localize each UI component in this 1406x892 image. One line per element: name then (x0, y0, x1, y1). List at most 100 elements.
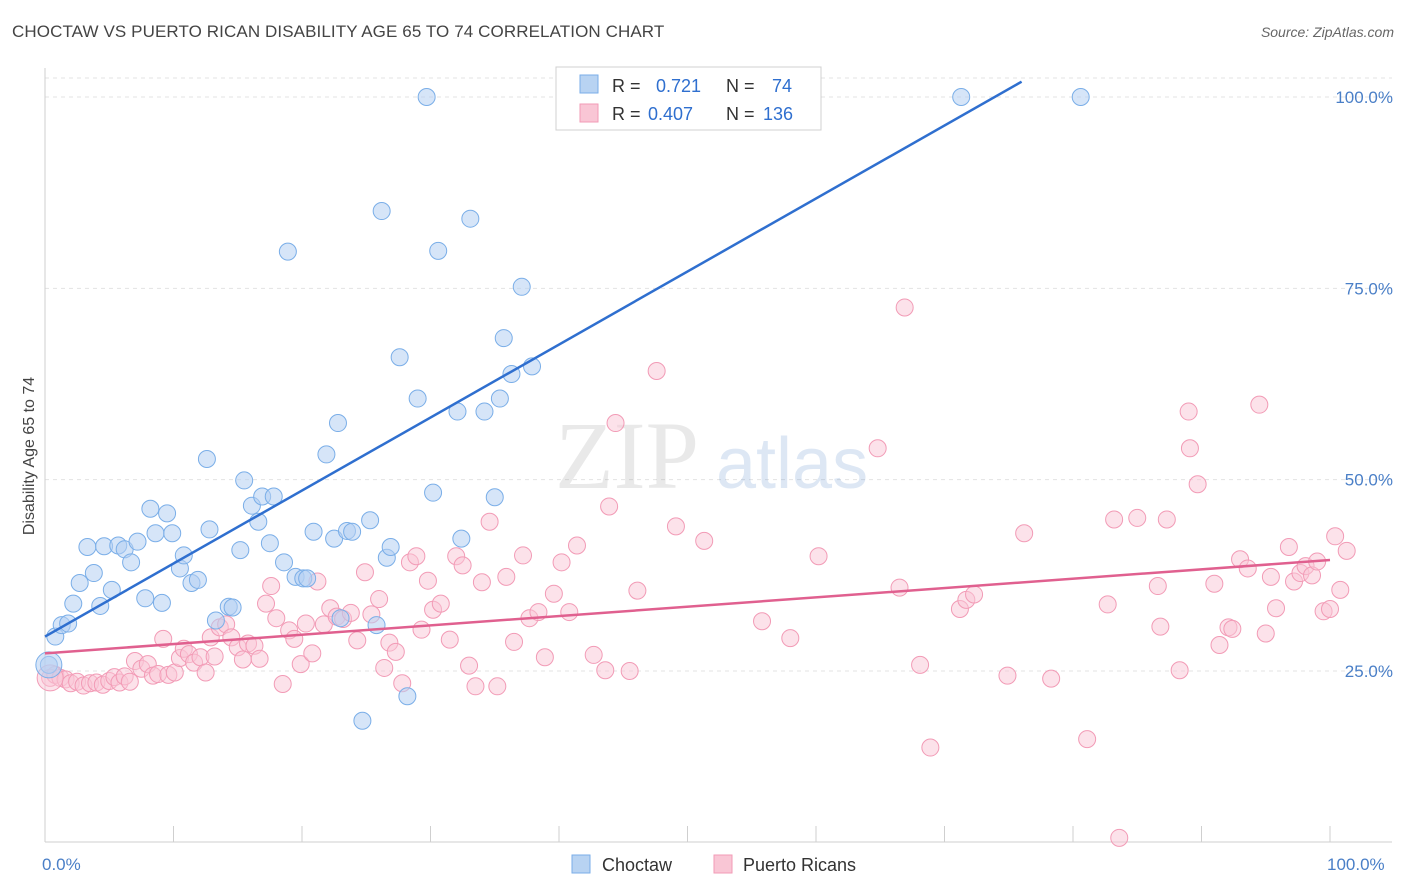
puerto-ricans-point (560, 603, 579, 622)
choctaw-point (485, 488, 504, 507)
choctaw-point (84, 564, 103, 583)
choctaw-point (390, 348, 409, 367)
legend-r-label: R = (612, 76, 641, 96)
legend-n-label: N = (726, 76, 755, 96)
puerto-ricans-point (998, 666, 1017, 685)
puerto-ricans-point (1267, 599, 1286, 618)
choctaw-point (200, 520, 219, 539)
choctaw-point (163, 524, 182, 543)
legend-r-label: R = (612, 104, 641, 124)
puerto-ricans-point (250, 649, 269, 668)
puerto-ricans-point (1337, 541, 1356, 560)
puerto-ricans-point (440, 630, 459, 649)
puerto-ricans-point (1098, 595, 1117, 614)
puerto-ricans-point (273, 675, 292, 694)
puerto-ricans-point (257, 594, 276, 613)
legend-n-value-puerto-ricans: 136 (763, 104, 793, 124)
choctaw-point (408, 389, 427, 408)
puerto-ricans-point (472, 573, 491, 592)
puerto-ricans-point (154, 629, 173, 648)
puerto-ricans-point (965, 585, 984, 604)
trend-lines (44, 80, 1331, 655)
choctaw-point (952, 88, 971, 106)
puerto-ricans-point (1110, 828, 1129, 847)
choctaw-point (278, 242, 297, 261)
choctaw-points (35, 84, 1090, 730)
puerto-ricans-point (1279, 538, 1298, 557)
puerto-ricans-point (370, 590, 389, 609)
bottom-legend-swatch-choctaw (571, 854, 591, 874)
y-tick-label: 50.0% (1345, 471, 1393, 490)
legend-n-label: N = (726, 104, 755, 124)
axes (44, 68, 1392, 843)
bottom-legend-label-puerto-ricans: Puerto Ricans (743, 855, 856, 875)
choctaw-point (64, 594, 83, 613)
puerto-ricans-point (431, 594, 450, 613)
puerto-ricans-point (488, 677, 507, 696)
choctaw-trend-line (44, 80, 1023, 638)
puerto-ricans-point (1105, 510, 1124, 529)
legend-swatch-choctaw (579, 74, 599, 94)
puerto-ricans-point (809, 547, 828, 566)
puerto-ricans-point (514, 546, 533, 565)
puerto-ricans-point (628, 581, 647, 600)
puerto-ricans-point (386, 642, 405, 661)
puerto-ricans-point (535, 648, 554, 667)
choctaw-point (275, 553, 294, 572)
choctaw-point (424, 483, 443, 502)
puerto-ricans-point (418, 571, 437, 590)
puerto-ricans-point (1148, 577, 1167, 596)
legend-r-value-puerto-ricans: 0.407 (648, 104, 693, 124)
choctaw-point (78, 538, 97, 557)
puerto-ricans-point (753, 612, 772, 631)
choctaw-point (328, 414, 347, 433)
puerto-ricans-point (1321, 600, 1339, 619)
puerto-ricans-point (1015, 524, 1034, 543)
bottom-legend: Choctaw Puerto Ricans (571, 854, 856, 875)
puerto-ricans-point (1256, 624, 1275, 643)
choctaw-point (353, 711, 372, 730)
puerto-ricans-point (695, 531, 714, 550)
puerto-ricans-point (375, 658, 394, 677)
puerto-ricans-point (497, 567, 516, 586)
choctaw-point (367, 616, 386, 635)
choctaw-point (317, 445, 336, 464)
choctaw-point (512, 277, 531, 296)
y-tick-label: 25.0% (1345, 662, 1393, 681)
puerto-ricans-point (911, 655, 930, 674)
puerto-ricans-point (600, 497, 619, 516)
puerto-ricans-point (348, 631, 367, 650)
x-tick-label-max: 100.0% (1327, 855, 1385, 874)
puerto-ricans-point (890, 578, 909, 597)
choctaw-point (146, 524, 165, 543)
puerto-ricans-point (262, 577, 281, 596)
choctaw-point (417, 88, 436, 106)
choctaw-point (1071, 88, 1090, 106)
puerto-ricans-point (1205, 574, 1224, 593)
choctaw-point (381, 538, 400, 557)
puerto-ricans-trend-line (44, 558, 1331, 655)
choctaw-point (475, 402, 494, 421)
choctaw-point (260, 534, 279, 553)
puerto-ricans-point (596, 661, 615, 680)
puerto-ricans-point (1157, 510, 1176, 529)
puerto-ricans-point (480, 512, 499, 531)
puerto-ricans-point (233, 650, 252, 669)
puerto-ricans-point (460, 656, 479, 675)
choctaw-point (136, 589, 155, 608)
puerto-ricans-point (505, 632, 524, 651)
choctaw-point (398, 687, 417, 706)
puerto-ricans-point (1188, 475, 1207, 494)
puerto-ricans-point (1261, 567, 1280, 586)
puerto-ricans-point (285, 629, 304, 648)
puerto-ricans-point (606, 414, 625, 433)
puerto-ricans-point (620, 662, 639, 680)
legend-n-value-choctaw: 74 (772, 76, 792, 96)
source-credit: Source: ZipAtlas.com (1260, 24, 1394, 40)
watermark: ZIP atlas (555, 402, 868, 509)
choctaw-point (188, 570, 207, 589)
puerto-ricans-point (666, 517, 685, 536)
choctaw-point (490, 389, 509, 408)
puerto-ricans-point (1170, 661, 1189, 680)
